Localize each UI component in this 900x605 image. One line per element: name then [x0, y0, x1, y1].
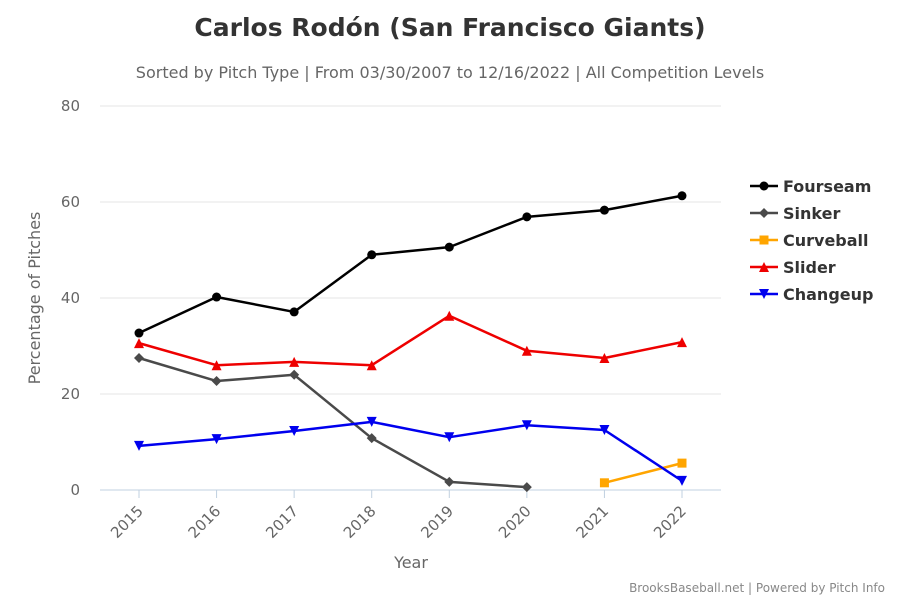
data-point-slider — [366, 360, 377, 371]
data-point-sinker — [289, 369, 300, 380]
data-point-sinker — [366, 433, 377, 444]
series-line-curveball — [604, 461, 683, 485]
data-point-changeup — [599, 425, 610, 435]
data-point-fourseam — [677, 191, 687, 201]
data-point-changeup — [366, 416, 377, 427]
data-point-slider — [444, 310, 455, 321]
data-point-slider — [134, 338, 144, 349]
y-tick-label: 0 — [70, 481, 80, 499]
legend-marker — [759, 208, 769, 218]
x-tick-label: 2019 — [417, 502, 457, 542]
data-point-fourseam — [522, 212, 532, 222]
legend-label: Changeup — [783, 285, 873, 304]
data-point-fourseam — [444, 242, 454, 252]
data-point-curveball — [599, 478, 609, 488]
legend-label: Fourseam — [783, 177, 871, 196]
data-point-fourseam — [599, 205, 609, 215]
data-point-changeup — [521, 420, 532, 431]
x-tick-label: 2022 — [650, 502, 690, 542]
series-line-slider — [138, 314, 683, 367]
data-point-fourseam — [367, 250, 377, 260]
x-tick-label: 2017 — [262, 502, 302, 542]
legend-item-changeup[interactable]: Changeup — [750, 285, 873, 304]
y-tick-label: 80 — [61, 97, 80, 115]
data-point-sinker — [521, 482, 532, 493]
legend-label: Sinker — [783, 204, 840, 223]
data-point-fourseam — [134, 328, 144, 338]
legend-label: Slider — [783, 258, 836, 277]
series-line-changeup — [138, 420, 683, 482]
y-axis-label: Percentage of Pitches — [25, 212, 44, 385]
data-point-changeup — [444, 432, 455, 443]
chart-title: Carlos Rodón (San Francisco Giants) — [194, 13, 705, 42]
legend-item-sinker[interactable]: Sinker — [750, 204, 840, 223]
x-tick-label: 2016 — [185, 502, 225, 542]
data-point-slider — [521, 345, 532, 356]
x-tick-label: 2021 — [573, 502, 613, 542]
data-point-changeup — [289, 425, 300, 436]
legend-marker — [759, 235, 769, 245]
x-tick-label: 2015 — [107, 502, 147, 542]
legend-item-slider[interactable]: Slider — [750, 258, 836, 277]
data-point-changeup — [134, 440, 144, 451]
x-tick-label: 2020 — [495, 502, 535, 542]
data-point-slider — [599, 353, 610, 363]
y-tick-label: 20 — [61, 385, 80, 403]
y-tick-label: 40 — [61, 289, 80, 307]
x-axis-label: Year — [393, 553, 428, 572]
data-point-slider — [289, 356, 300, 367]
series-line-fourseam — [138, 194, 683, 335]
x-tick-label: 2018 — [340, 502, 380, 542]
series-line-sinker — [138, 356, 527, 489]
legend-item-fourseam[interactable]: Fourseam — [750, 177, 871, 196]
credits[interactable]: BrooksBaseball.net | Powered by Pitch In… — [629, 581, 885, 595]
data-point-changeup — [211, 434, 222, 445]
data-point-changeup — [677, 475, 687, 486]
legend-item-curveball[interactable]: Curveball — [750, 231, 869, 250]
legend-marker — [759, 181, 769, 191]
data-point-slider — [211, 360, 222, 371]
chart-subtitle: Sorted by Pitch Type | From 03/30/2007 t… — [136, 63, 764, 82]
data-point-sinker — [444, 476, 455, 487]
y-tick-label: 60 — [61, 193, 80, 211]
data-point-curveball — [677, 458, 687, 468]
legend-label: Curveball — [783, 231, 869, 250]
legend-marker — [759, 262, 769, 272]
legend-marker — [759, 289, 769, 299]
data-point-slider — [677, 337, 687, 348]
data-point-sinker — [134, 353, 144, 363]
data-point-sinker — [211, 376, 222, 387]
data-point-fourseam — [212, 292, 222, 302]
data-point-fourseam — [289, 307, 299, 317]
